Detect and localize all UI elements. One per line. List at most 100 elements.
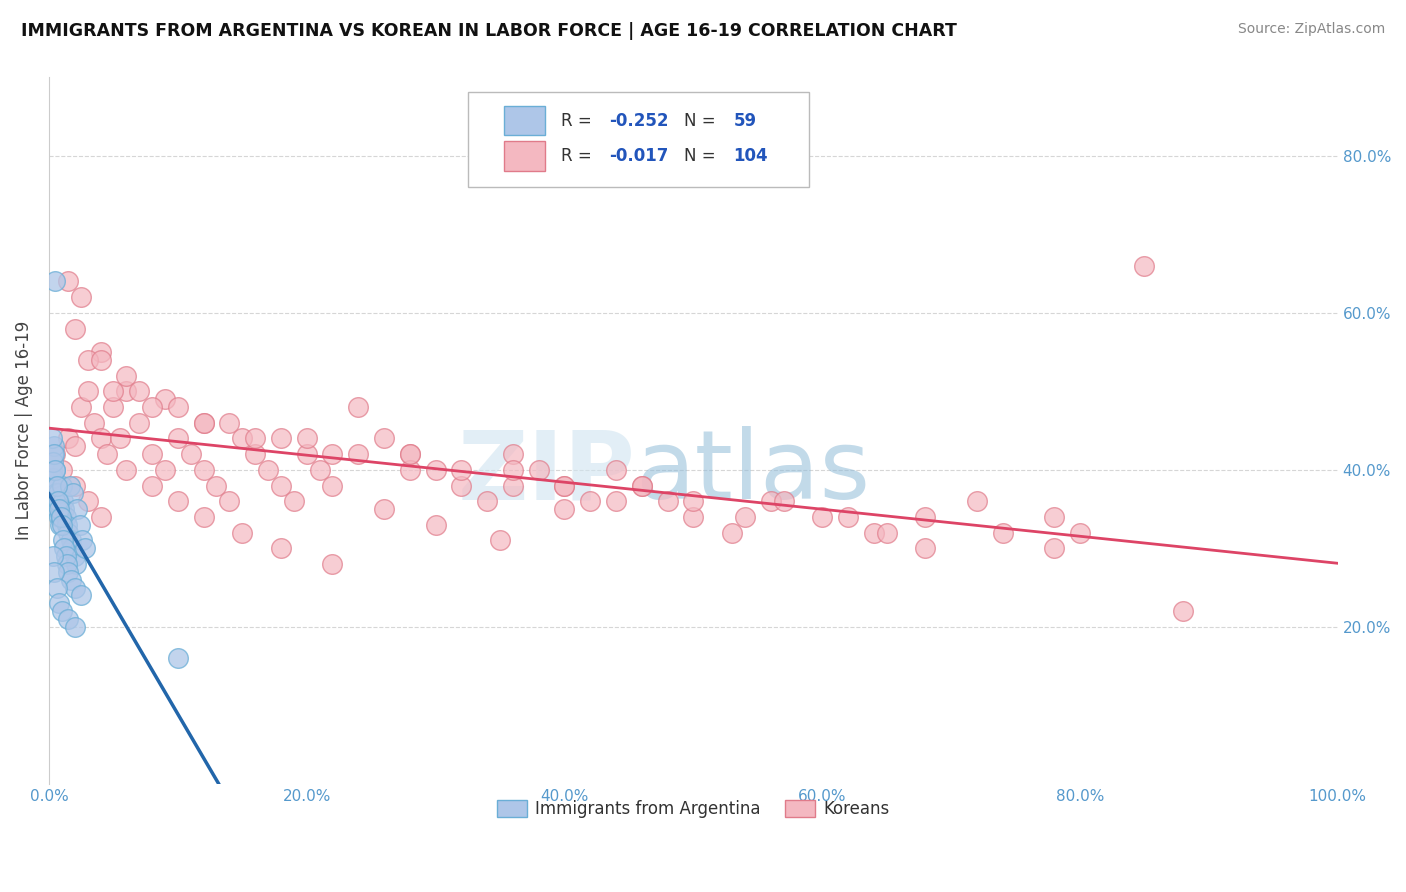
Point bbox=[63, 321, 86, 335]
Point bbox=[42, 455, 65, 469]
Point bbox=[49, 502, 72, 516]
Point bbox=[96, 447, 118, 461]
Point bbox=[398, 447, 420, 461]
Point bbox=[630, 478, 652, 492]
Point bbox=[837, 509, 859, 524]
Point bbox=[180, 447, 202, 461]
Text: R =: R = bbox=[561, 112, 596, 129]
Point bbox=[115, 463, 138, 477]
Point bbox=[70, 400, 93, 414]
Point bbox=[347, 400, 370, 414]
Point bbox=[772, 494, 794, 508]
Point bbox=[70, 290, 93, 304]
Point bbox=[58, 612, 80, 626]
Point bbox=[166, 432, 188, 446]
Point bbox=[398, 463, 420, 477]
Point bbox=[44, 447, 66, 461]
Bar bbox=[503, 105, 546, 136]
Point bbox=[321, 447, 343, 461]
Point bbox=[42, 447, 65, 461]
Point bbox=[42, 471, 65, 485]
Point bbox=[295, 447, 318, 461]
Point bbox=[166, 494, 188, 508]
Text: Source: ZipAtlas.com: Source: ZipAtlas.com bbox=[1237, 22, 1385, 37]
Point bbox=[63, 581, 86, 595]
Point bbox=[321, 478, 343, 492]
Point bbox=[321, 557, 343, 571]
Point bbox=[1043, 509, 1066, 524]
Point bbox=[51, 463, 73, 477]
Point bbox=[73, 541, 96, 556]
Point bbox=[862, 525, 884, 540]
Point bbox=[1043, 541, 1066, 556]
Point bbox=[41, 432, 63, 446]
Point bbox=[1171, 604, 1194, 618]
Point bbox=[218, 416, 240, 430]
Point bbox=[46, 486, 69, 500]
Point bbox=[270, 478, 292, 492]
Point bbox=[257, 463, 280, 477]
Point bbox=[425, 463, 447, 477]
Point bbox=[502, 447, 524, 461]
Point bbox=[193, 416, 215, 430]
Point bbox=[44, 478, 66, 492]
Point bbox=[141, 478, 163, 492]
Point bbox=[89, 353, 111, 368]
Point bbox=[45, 581, 67, 595]
Point bbox=[270, 432, 292, 446]
Text: N =: N = bbox=[685, 112, 721, 129]
Point bbox=[283, 494, 305, 508]
Text: N =: N = bbox=[685, 147, 721, 165]
Point bbox=[70, 588, 93, 602]
Point bbox=[46, 502, 69, 516]
Point bbox=[630, 478, 652, 492]
Point bbox=[51, 604, 73, 618]
Point bbox=[527, 463, 550, 477]
Point bbox=[55, 509, 77, 524]
Point bbox=[734, 509, 756, 524]
Point bbox=[347, 447, 370, 461]
Point bbox=[58, 565, 80, 579]
Point bbox=[115, 384, 138, 399]
Legend: Immigrants from Argentina, Koreans: Immigrants from Argentina, Koreans bbox=[489, 793, 897, 825]
Point bbox=[502, 478, 524, 492]
Text: atlas: atlas bbox=[636, 426, 870, 519]
Point bbox=[76, 353, 98, 368]
Point bbox=[128, 416, 150, 430]
Point bbox=[58, 525, 80, 540]
Y-axis label: In Labor Force | Age 16-19: In Labor Force | Age 16-19 bbox=[15, 321, 32, 541]
Point bbox=[60, 541, 83, 556]
Point bbox=[89, 432, 111, 446]
Point bbox=[58, 432, 80, 446]
Point bbox=[270, 541, 292, 556]
Point bbox=[295, 432, 318, 446]
Point bbox=[49, 509, 72, 524]
Point bbox=[876, 525, 898, 540]
Point bbox=[605, 463, 627, 477]
Point bbox=[425, 517, 447, 532]
Point bbox=[83, 416, 105, 430]
Point bbox=[759, 494, 782, 508]
Point bbox=[45, 486, 67, 500]
Point bbox=[373, 502, 395, 516]
Point bbox=[128, 384, 150, 399]
Text: ZIP: ZIP bbox=[457, 426, 636, 519]
Point bbox=[141, 400, 163, 414]
Point bbox=[553, 478, 575, 492]
Point bbox=[1069, 525, 1091, 540]
Point bbox=[243, 432, 266, 446]
Text: 59: 59 bbox=[734, 112, 756, 129]
Point bbox=[46, 494, 69, 508]
Point bbox=[141, 447, 163, 461]
Point bbox=[475, 494, 498, 508]
Point bbox=[45, 478, 67, 492]
Point bbox=[166, 400, 188, 414]
Point bbox=[914, 509, 936, 524]
Point bbox=[218, 494, 240, 508]
Point bbox=[66, 502, 89, 516]
Point bbox=[44, 275, 66, 289]
Point bbox=[489, 533, 512, 548]
Point bbox=[42, 439, 65, 453]
Point bbox=[193, 463, 215, 477]
Point bbox=[605, 494, 627, 508]
